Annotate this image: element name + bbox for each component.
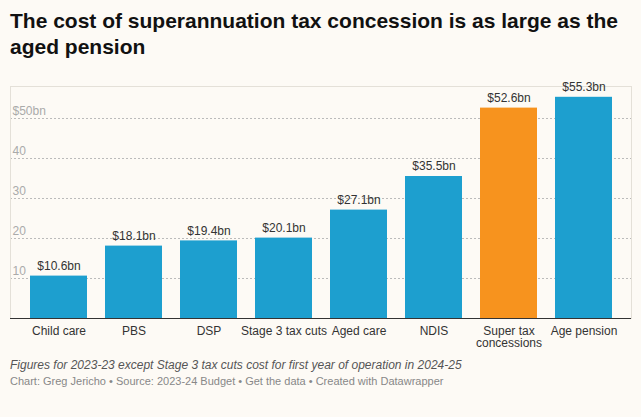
svg-text:40: 40 bbox=[13, 144, 27, 158]
html-text:Chart: Greg Jericho • Source:: Chart: Greg Jericho • Source: 2023-24 Bu… bbox=[10, 375, 444, 387]
svg-text:Super taxconcessions: Super taxconcessions bbox=[476, 324, 542, 350]
svg-text:Child care: Child care bbox=[32, 324, 86, 338]
svg-text:$19.4bn: $19.4bn bbox=[187, 224, 230, 238]
svg-text:$27.1bn: $27.1bn bbox=[337, 193, 380, 207]
svg-text:Aged care: Aged care bbox=[332, 324, 387, 338]
svg-text:NDIS: NDIS bbox=[420, 324, 449, 338]
svg-text:$50bn: $50bn bbox=[13, 104, 46, 118]
svg-text:$10.6bn: $10.6bn bbox=[37, 259, 80, 273]
svg-text:Stage 3 tax cuts: Stage 3 tax cuts bbox=[241, 324, 327, 338]
svg-text:30: 30 bbox=[13, 184, 27, 198]
svg-text:$35.5bn: $35.5bn bbox=[412, 159, 455, 173]
svg-text:$55.3bn: $55.3bn bbox=[562, 80, 605, 94]
svg-text:DSP: DSP bbox=[197, 324, 222, 338]
svg-text:PBS: PBS bbox=[122, 324, 146, 338]
svg-text:$20.1bn: $20.1bn bbox=[262, 221, 305, 235]
svg-text:20: 20 bbox=[13, 224, 27, 238]
html-text:Figures for 2023-23 except Sta: Figures for 2023-23 except Stage 3 tax c… bbox=[10, 358, 462, 372]
svg-text:Age pension: Age pension bbox=[551, 324, 618, 338]
svg-text:10: 10 bbox=[13, 264, 27, 278]
svg-text:$18.1bn: $18.1bn bbox=[112, 229, 155, 243]
svg-text:$52.6bn: $52.6bn bbox=[487, 91, 530, 105]
html-text:The cost of superannuation tax: The cost of superannuation tax concessio… bbox=[10, 9, 618, 58]
